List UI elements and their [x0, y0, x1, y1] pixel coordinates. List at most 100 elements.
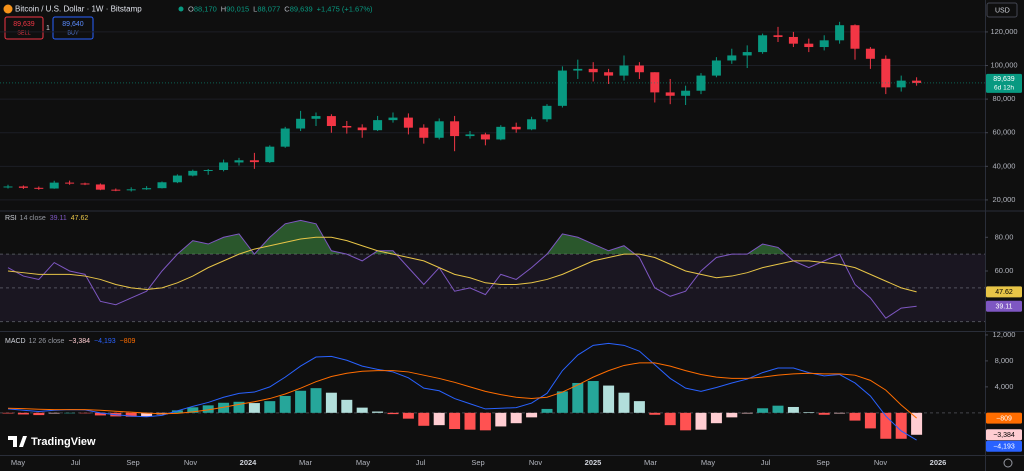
- sell-price: 89,639: [13, 21, 35, 28]
- buy-label: BUY: [67, 30, 79, 36]
- candle-body: [881, 58, 891, 88]
- y-tick-label: 120,000: [990, 27, 1017, 36]
- histogram-bar: [510, 412, 522, 424]
- histogram-bar: [449, 412, 461, 430]
- candle-body: [865, 48, 875, 59]
- candle-body: [912, 80, 922, 83]
- last-value-box: [986, 300, 1022, 312]
- candle-body: [758, 35, 768, 53]
- indicator-value: 47.62: [71, 215, 89, 222]
- x-tick-label: Sep: [126, 458, 139, 467]
- x-tick-label: Jul: [761, 458, 771, 467]
- candle-body: [296, 118, 306, 129]
- ohlc-value: 89,639: [290, 4, 313, 13]
- candle-body: [373, 120, 383, 131]
- candle-body: [326, 116, 336, 126]
- histogram-bar: [141, 412, 153, 417]
- ohlc-value: 90,015: [226, 4, 249, 13]
- candle-body: [896, 80, 906, 88]
- histogram-bar: [48, 412, 60, 414]
- histogram-bar: [526, 412, 538, 418]
- settings-icon[interactable]: [1003, 458, 1013, 468]
- currency-button[interactable]: [986, 2, 1018, 18]
- last-value-box: [986, 440, 1022, 452]
- histogram-bar: [187, 407, 199, 413]
- candle-body: [727, 55, 737, 61]
- x-tick-label: 2025: [585, 458, 602, 467]
- sell-label: SELL: [17, 30, 30, 36]
- histogram-bar: [757, 408, 769, 413]
- overbought-fill: [8, 220, 917, 255]
- x-tick-label: Sep: [471, 458, 484, 467]
- candle-body: [604, 72, 614, 76]
- candle-body: [80, 183, 90, 185]
- last-price-box: [986, 73, 1022, 93]
- y-tick-label: 20,000: [993, 195, 1016, 204]
- histogram-bar: [649, 412, 661, 415]
- symbol-icon: [3, 4, 13, 14]
- histogram-bar: [911, 412, 923, 435]
- last-value-label: 47.62: [995, 289, 1013, 296]
- ohlc-legend: O88,170 H90,015 L88,077 C89,639 +1,475 (+1.6…: [188, 4, 373, 13]
- x-tick-label: Sep: [816, 458, 829, 467]
- ohlc-key: L: [253, 4, 257, 13]
- candle-body: [388, 117, 398, 121]
- histogram-bar: [325, 392, 337, 413]
- candle-body: [234, 160, 244, 163]
- last-value-box: [986, 429, 1022, 441]
- histogram-bar: [233, 401, 245, 413]
- sell-button[interactable]: [4, 16, 44, 40]
- candle-body: [557, 70, 567, 106]
- symbol-title[interactable]: Bitcoin / U.S. Dollar · 1W · Bitstamp: [15, 5, 142, 14]
- histogram-bar: [33, 412, 45, 416]
- candle-body: [835, 25, 845, 41]
- candle-body: [480, 134, 490, 140]
- x-tick-label: May: [701, 458, 715, 467]
- histogram-bar: [818, 412, 830, 415]
- histogram-bar: [202, 405, 214, 413]
- histogram-bar: [279, 395, 291, 413]
- histogram-bar: [864, 412, 876, 429]
- currency: USD: [995, 7, 1010, 14]
- candle-body: [265, 146, 275, 163]
- histogram-bar: [834, 412, 846, 414]
- last-value-box: [986, 286, 1022, 298]
- candle-body: [142, 188, 152, 190]
- indicator-value: −3,384: [68, 338, 90, 345]
- bar-countdown: 6d 12h: [994, 85, 1014, 92]
- histogram-bar: [171, 410, 183, 413]
- indicator-title: MACD: [5, 338, 26, 345]
- indicator-title: RSI: [5, 215, 17, 222]
- indicator-line: [7, 236, 917, 293]
- candle-body: [342, 126, 352, 128]
- change: +1,475 (+1.67%): [317, 4, 373, 13]
- x-tick-label: Jul: [71, 458, 81, 467]
- histogram-bar: [2, 412, 14, 414]
- x-tick-label: May: [356, 458, 370, 467]
- last-value-label: −4,193: [993, 444, 1015, 451]
- histogram-bar: [895, 412, 907, 439]
- candle-body: [111, 189, 121, 191]
- rsi-legend: RSI 14 close 39.11 47.62: [5, 215, 88, 222]
- histogram-bar: [295, 390, 307, 413]
- candle-body: [450, 121, 460, 137]
- last-price-label: 89,639: [993, 76, 1015, 83]
- candle-body: [311, 116, 321, 119]
- histogram-bar: [880, 412, 892, 439]
- x-tick-label: May: [11, 458, 25, 467]
- histogram-bar: [125, 412, 137, 417]
- candle-body: [465, 134, 475, 137]
- y-tick-label: 4,000: [995, 382, 1014, 391]
- brand-logo: [8, 436, 27, 447]
- y-tick-label: 12,000: [993, 330, 1016, 339]
- y-tick-label: 8,000: [995, 356, 1014, 365]
- y-tick-label: 60.00: [995, 266, 1014, 275]
- candle-body: [18, 186, 28, 188]
- buy-button[interactable]: [52, 16, 94, 40]
- histogram-bar: [264, 401, 276, 413]
- histogram-bar: [556, 391, 568, 413]
- x-tick-label: 2026: [930, 458, 947, 467]
- histogram-bar: [387, 412, 399, 415]
- histogram-bar: [587, 381, 599, 413]
